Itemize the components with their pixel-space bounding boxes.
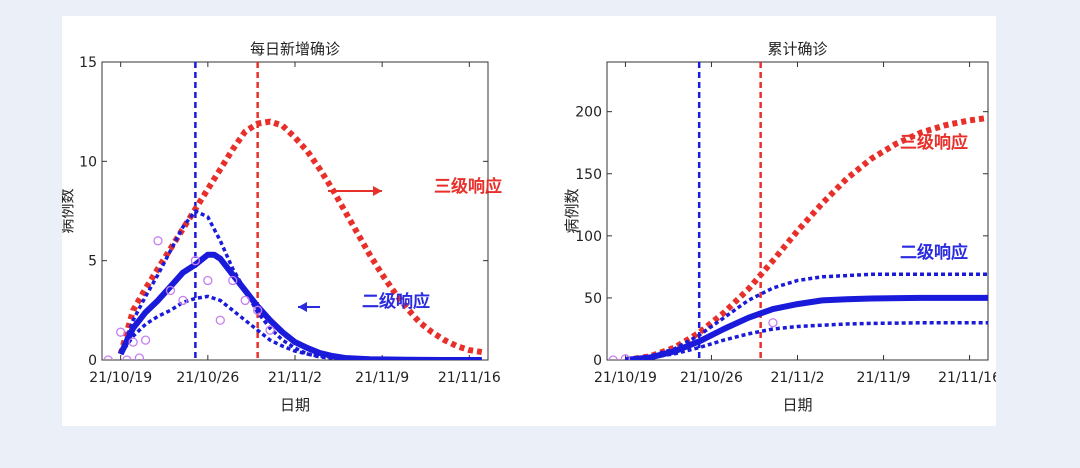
series-line — [119, 294, 482, 360]
observed-point — [620, 354, 631, 360]
observed-point — [178, 295, 188, 306]
plot-area — [608, 62, 988, 360]
y-tick-label: 15 — [79, 55, 97, 71]
x-tick-label: 21/10/26 — [176, 370, 239, 386]
x-axis-label: 日期 — [280, 396, 310, 414]
annotation-label: 三级响应 — [434, 176, 502, 197]
observed-point — [140, 335, 151, 345]
x-tick-label: 21/11/2 — [771, 370, 825, 386]
x-tick-label: 21/11/2 — [268, 370, 322, 386]
series-line — [625, 321, 988, 360]
x-tick-label: 21/11/9 — [355, 370, 409, 386]
y-tick-label: 10 — [79, 154, 97, 170]
annotation-label: 三级响应 — [900, 132, 968, 153]
x-tick-label: 21/10/19 — [89, 370, 152, 386]
y-tick-label: 200 — [575, 105, 602, 121]
y-axis-label: 病例数 — [62, 188, 76, 233]
axes-frame — [101, 61, 489, 361]
chart-title: 累计确诊 — [767, 40, 827, 58]
x-tick-label: 21/11/9 — [857, 370, 911, 386]
chart-1: 每日新增确诊 0 5 10 15 21/10/19 21/10/26 21/11/2 21/11… — [58, 40, 502, 414]
observed-point — [228, 275, 238, 286]
observed-point — [265, 325, 275, 335]
chart-2: 累计确诊 0 50 100 150 200 21/10/19 21/10/26 21/11/2 2… — [563, 40, 1001, 414]
y-tick-label: 100 — [575, 229, 602, 245]
observed-point — [203, 275, 213, 286]
observed-point — [240, 295, 250, 306]
x-tick-label: 21/10/19 — [594, 370, 657, 386]
observed-point — [165, 285, 176, 296]
observed-point — [608, 355, 618, 360]
observed-point — [768, 318, 778, 328]
observed-point — [128, 337, 138, 347]
x-axis-label: 日期 — [782, 396, 812, 414]
observed-point — [134, 353, 145, 360]
observed-point — [252, 305, 263, 315]
annotation-label: 二级响应 — [900, 242, 968, 263]
series-line — [117, 118, 483, 356]
plot-area — [103, 62, 483, 360]
observed-point — [190, 256, 201, 266]
y-tick-label: 5 — [88, 254, 97, 270]
y-tick-label: 0 — [88, 353, 97, 369]
annotation-arrow-head — [298, 302, 307, 312]
axes-frame — [606, 61, 989, 361]
x-tick-label: 21/11/16 — [938, 370, 996, 386]
y-tick-label: 150 — [575, 167, 602, 183]
y-tick-label: 0 — [593, 353, 602, 369]
observed-point — [103, 355, 113, 360]
chart-title: 每日新增确诊 — [250, 40, 340, 58]
observed-point — [116, 327, 126, 337]
observed-point — [215, 315, 225, 325]
x-tick-label: 21/11/16 — [438, 370, 501, 386]
y-axis-label: 病例数 — [563, 188, 581, 233]
x-tick-label: 21/10/26 — [680, 370, 743, 386]
annotation-label: 二级响应 — [362, 291, 430, 312]
observed-point — [153, 236, 163, 246]
figure-panel: 每日新增确诊 0 5 10 15 21/10/19 21/10/26 21/11/2 21/11… — [58, 16, 1001, 426]
chart-svg: 每日新增确诊 0 5 10 15 21/10/19 21/10/26 21/11/2 21/11… — [58, 40, 1001, 414]
series-line — [625, 294, 988, 360]
observed-point — [122, 355, 132, 360]
annotation-arrow-head — [373, 186, 382, 196]
y-tick-label: 50 — [584, 291, 602, 307]
